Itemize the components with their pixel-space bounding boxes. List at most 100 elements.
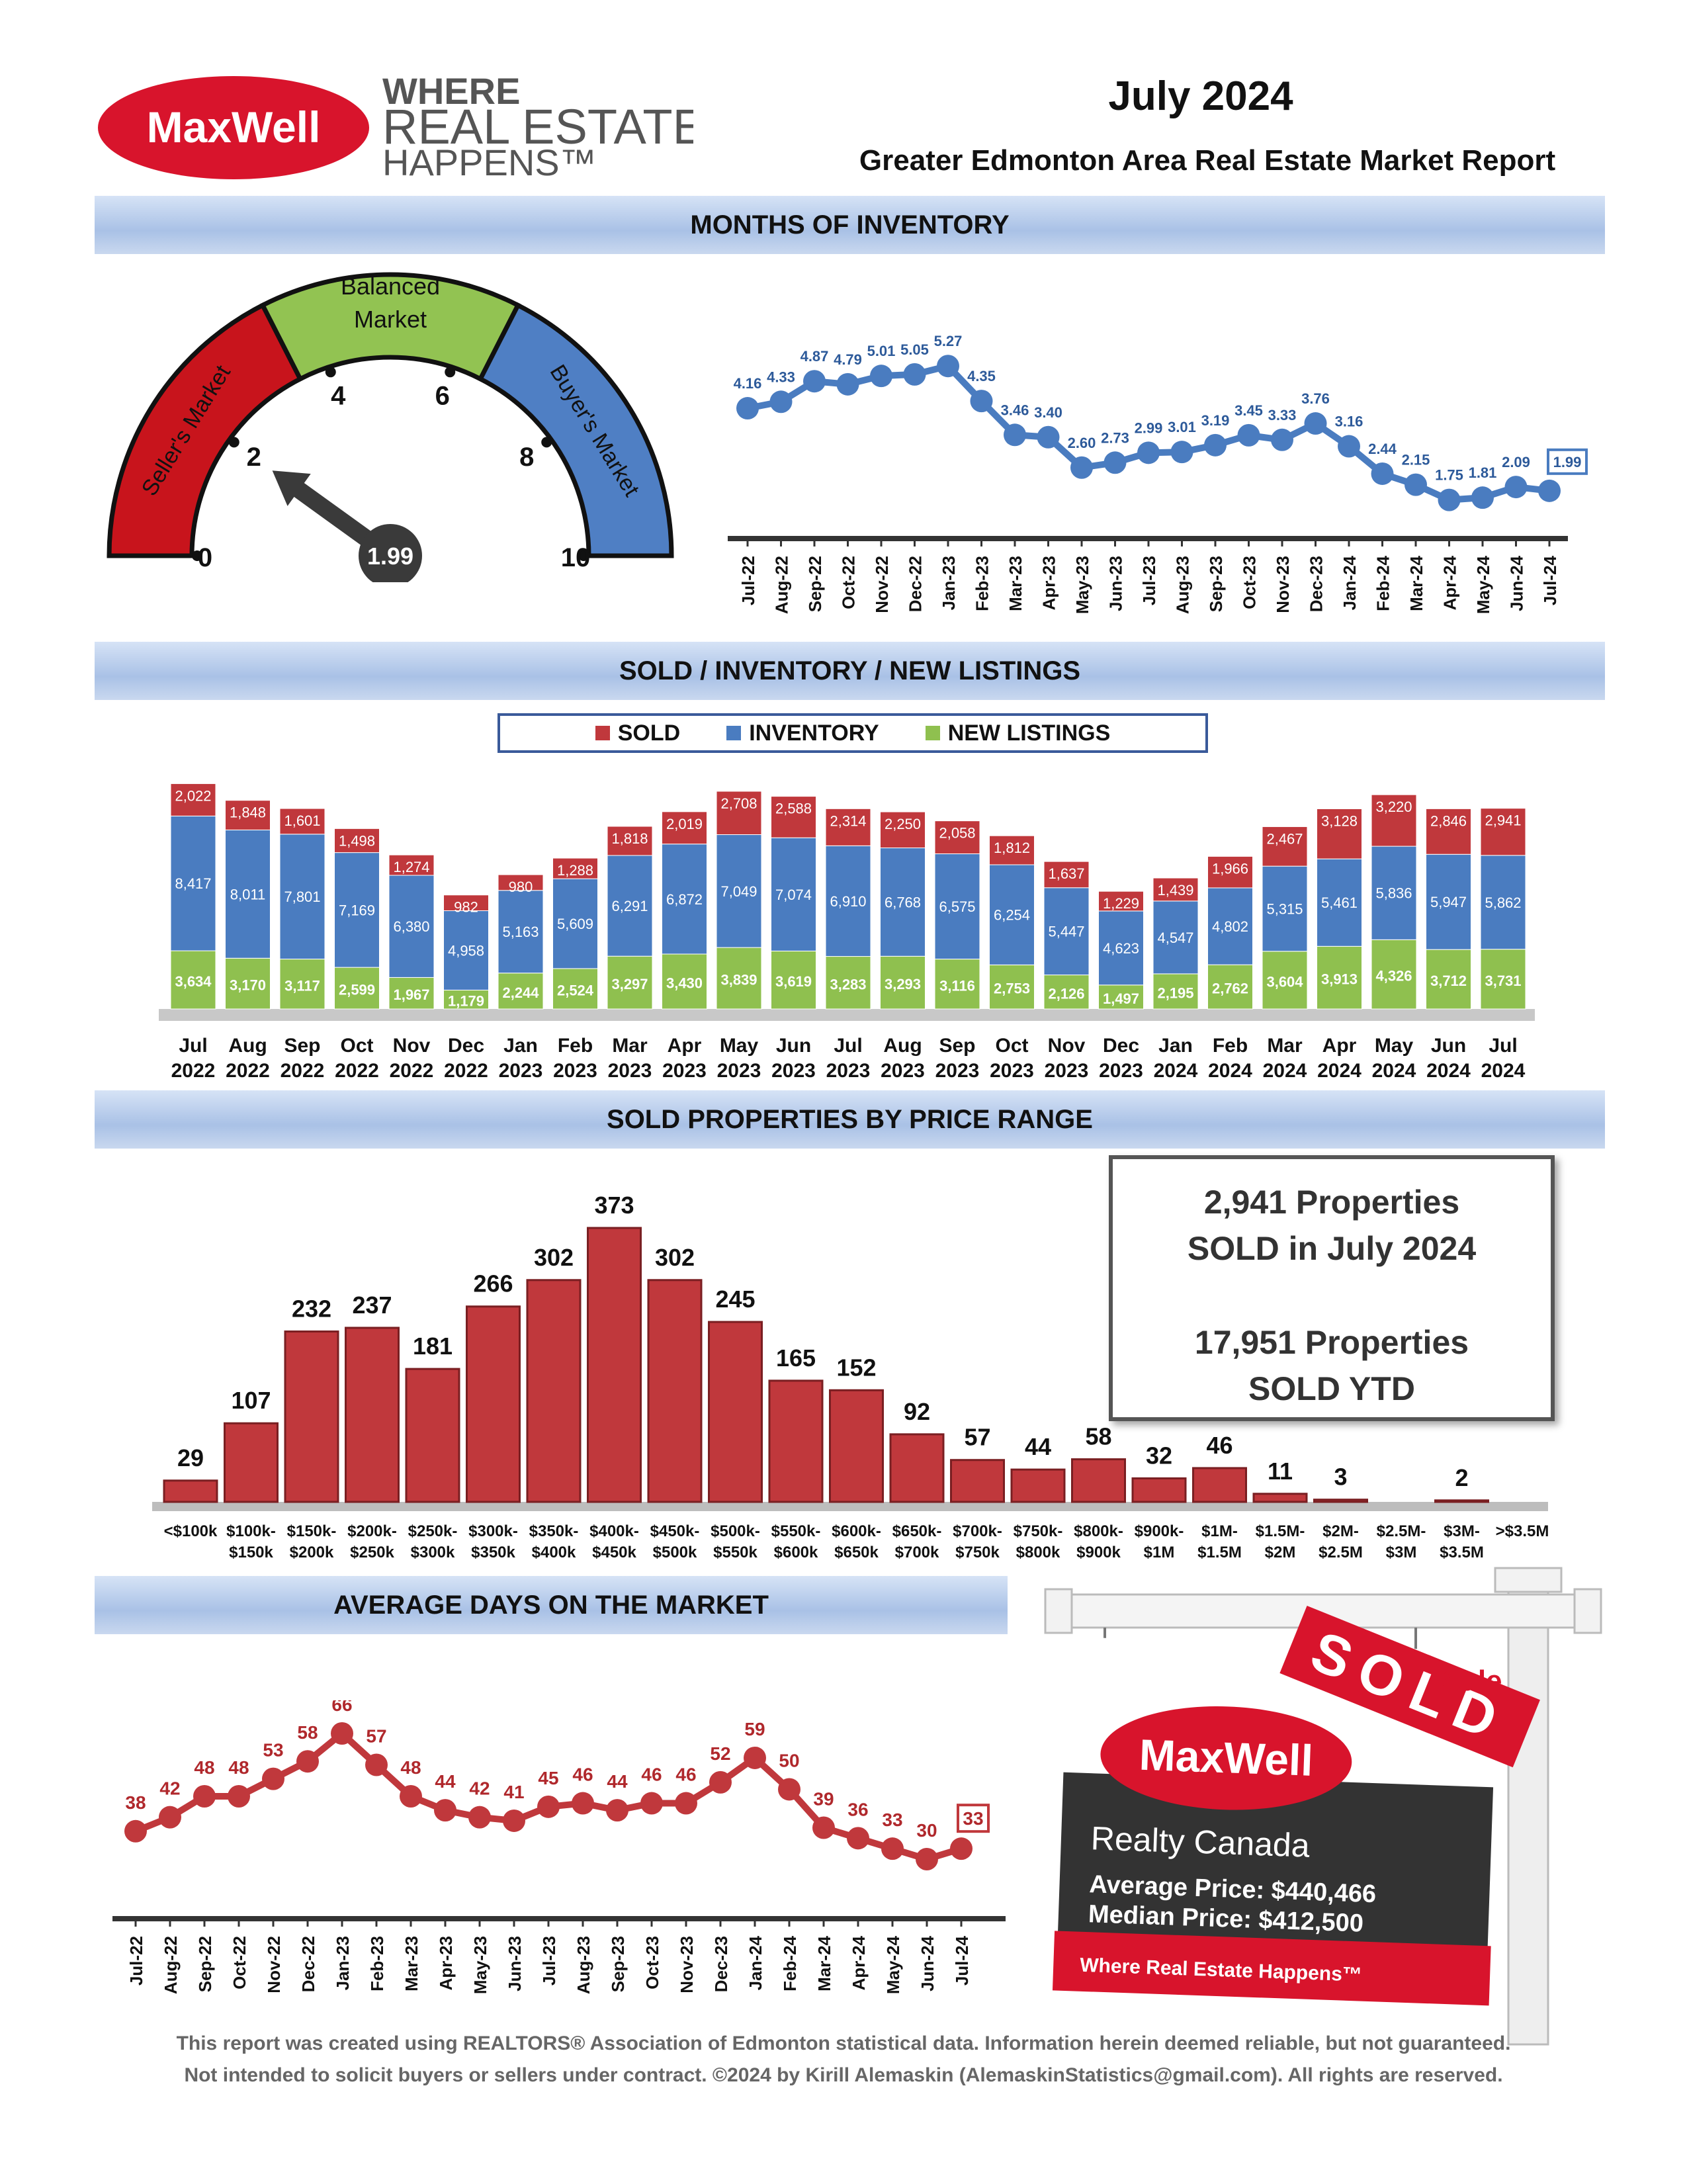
stack-x-tick-month: Aug — [883, 1035, 922, 1057]
inventory-point — [1338, 435, 1360, 458]
inventory-x-tick-label: May-24 — [1473, 555, 1493, 614]
price-x-tick-line2: $700k — [895, 1544, 939, 1561]
dom-x-tick-label: Jul-24 — [952, 1935, 972, 1986]
price-bar — [1131, 1477, 1187, 1503]
price-x-tick-line2: $350k — [471, 1544, 515, 1561]
inventory-x-tick-label: Jun-23 — [1106, 556, 1126, 611]
stack-value-label: 1,848 — [230, 805, 266, 821]
dom-value-label: 59 — [744, 1719, 765, 1739]
legend-swatch-sold — [595, 726, 610, 740]
stack-value-label: 2,126 — [1048, 985, 1084, 1002]
inventory-value-label: 4.87 — [800, 348, 829, 365]
price-value-label: 302 — [534, 1244, 574, 1271]
dom-point — [847, 1827, 869, 1850]
price-x-tick-line1: >$3.5M — [1496, 1522, 1549, 1540]
gauge-tick-dot — [445, 367, 456, 378]
stack-x-tick-year: 2024 — [1372, 1060, 1416, 1082]
stack-bar-sold — [334, 828, 380, 853]
inventory-value-label: 3.33 — [1268, 407, 1297, 423]
inventory-point — [1371, 462, 1394, 485]
stack-value-label: 2,753 — [994, 981, 1030, 997]
stack-x-tick-year: 2023 — [881, 1060, 925, 1082]
stack-bar-inventory — [443, 910, 489, 990]
stack-x-tick-year: 2023 — [553, 1060, 597, 1082]
price-x-tick-line1: $300k- — [468, 1522, 518, 1540]
stack-value-label: 3,430 — [666, 975, 703, 991]
price-value-label: 245 — [715, 1286, 755, 1313]
sold-box-line1: 2,941 Properties — [1203, 1184, 1460, 1221]
stack-value-label: 1,818 — [611, 830, 648, 847]
dom-x-tick-label: May-24 — [883, 1935, 903, 1994]
inventory-gauge: Seller's Market Buyer's MarketBalancedMar… — [107, 272, 674, 582]
inventory-point — [1037, 425, 1060, 449]
inventory-value-label: 4.33 — [767, 369, 795, 385]
inventory-x-tick-label: Nov-23 — [1273, 556, 1293, 613]
stack-value-label: 1,601 — [284, 812, 320, 829]
dom-point — [434, 1799, 456, 1822]
stack-x-tick-month: Jun — [776, 1035, 811, 1057]
price-value-label: 46 — [1206, 1432, 1233, 1459]
footer-line1: This report was created using REALTORS® … — [176, 2032, 1511, 2054]
stack-bar-sold — [1371, 794, 1417, 847]
inventory-point — [870, 365, 892, 388]
sign-sale-text: Sale — [1442, 1665, 1502, 1697]
dom-x-tick-label: Sep-23 — [608, 1936, 628, 1992]
inventory-x-tick-label: Jan-23 — [939, 556, 959, 610]
dom-value-label: 44 — [435, 1771, 456, 1792]
stack-x-tick-year: 2023 — [1045, 1060, 1089, 1082]
stack-bar-new-listings — [880, 955, 926, 1010]
inventory-point — [970, 390, 993, 413]
inventory-value-label: 3.40 — [1034, 404, 1062, 421]
price-bar — [768, 1379, 824, 1503]
stack-value-label: 1,274 — [393, 859, 429, 875]
inventory-x-tick-label: Apr-23 — [1039, 556, 1059, 610]
inventory-x-tick-label: May-23 — [1072, 556, 1092, 614]
inventory-value-label: 4.79 — [834, 351, 862, 368]
stack-x-tick-month: Jan — [503, 1035, 538, 1057]
stack-x-tick-month: Dec — [448, 1035, 484, 1057]
inventory-point — [1471, 486, 1494, 509]
stack-x-tick-month: Oct — [340, 1035, 373, 1057]
legend-label-new-listings: NEW LISTINGS — [947, 720, 1111, 746]
inventory-point — [1237, 423, 1260, 447]
stack-value-label: 8,417 — [175, 875, 211, 892]
stack-bar-sold — [1098, 891, 1144, 912]
gauge-tick-label: 2 — [247, 443, 261, 472]
price-x-tick-line1: $1M- — [1201, 1522, 1238, 1540]
price-bar — [1252, 1493, 1308, 1503]
logo-tag-line2: REAL ESTATE — [382, 99, 693, 154]
stack-value-label: 1,967 — [393, 986, 429, 1003]
stack-value-label: 3,297 — [611, 976, 648, 992]
price-x-tick-line1: $750k- — [1014, 1522, 1063, 1540]
price-x-tick-line1: $3M- — [1444, 1522, 1480, 1540]
inventory-point — [1538, 479, 1561, 502]
dom-x-tick-label: Aug-22 — [161, 1936, 181, 1994]
section-title-inventory: MONTHS OF INVENTORY — [690, 210, 1010, 240]
inventory-x-tick-label: Oct-23 — [1240, 556, 1260, 609]
price-value-label: 44 — [1025, 1433, 1051, 1460]
stack-value-label: 2,022 — [175, 787, 211, 804]
dom-value-label: 38 — [125, 1792, 146, 1813]
stack-value-label: 3,712 — [1430, 973, 1467, 989]
stack-bar-sold — [1426, 808, 1471, 855]
stack-x-tick-year: 2024 — [1317, 1060, 1362, 1082]
gauge-balanced-label-1: Balanced — [341, 273, 440, 300]
stack-bar-inventory — [662, 844, 707, 955]
price-bar — [587, 1227, 642, 1503]
logo-graphic: MaxWell WHERE REAL ESTATE HAPPENS™ — [98, 70, 705, 183]
dom-value-label: 30 — [916, 1820, 937, 1841]
stack-value-label: 2,588 — [775, 801, 812, 817]
inventory-value-label: 4.35 — [967, 368, 996, 384]
gauge-buyer-segment — [477, 302, 674, 558]
dom-value-label: 36 — [847, 1799, 868, 1819]
stack-x-tick-month: Aug — [228, 1035, 267, 1057]
stack-value-label: 7,074 — [775, 887, 812, 903]
stack-x-tick-month: Jan — [1158, 1035, 1193, 1057]
stack-bar-new-listings — [1207, 964, 1253, 1010]
dom-point — [778, 1778, 800, 1801]
stack-bar-new-listings — [1043, 975, 1090, 1010]
price-x-tick-line1: $1.5M- — [1256, 1522, 1305, 1540]
section-band-inventory: MONTHS OF INVENTORY — [95, 196, 1605, 254]
price-bar — [405, 1368, 460, 1503]
stack-bar-inventory — [1317, 858, 1362, 947]
